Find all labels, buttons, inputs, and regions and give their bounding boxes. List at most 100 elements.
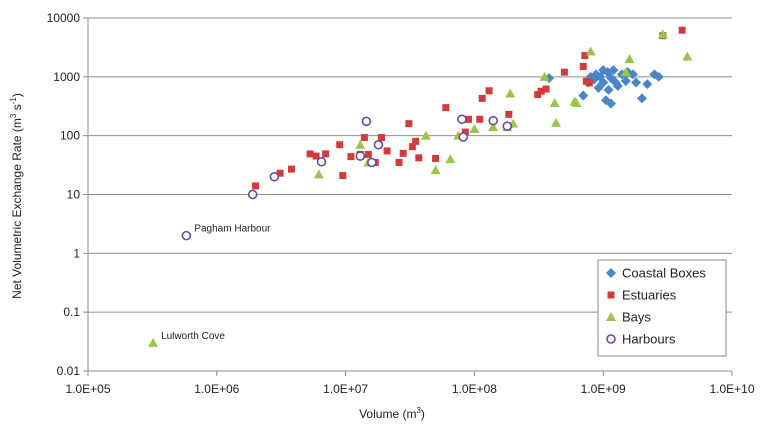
x-tick-label: 1.0E+06 [194,382,239,396]
x-tick-label: 1.0E+09 [581,382,626,396]
point-bays [488,122,499,132]
point-bays [682,51,693,61]
annotation-label: Lulworth Cove [161,331,225,342]
point-bays [469,123,480,133]
point-bays [445,154,456,164]
legend-label-coastal-boxes: Coastal Boxes [622,266,706,281]
legend-items: Coastal Boxes Estuaries Bays Harbours [606,266,706,347]
legend-label-estuaries: Estuaries [622,288,677,303]
annotation-label: Pagham Harbour [194,224,271,235]
point-bays [420,130,431,140]
point-estuaries [485,87,493,95]
point-estuaries [505,110,513,118]
point-coastal-boxes [653,71,664,82]
point-estuaries [322,150,330,158]
legend-label-bays: Bays [622,310,651,325]
point-bays [624,54,635,64]
point-estuaries [276,169,284,177]
point-estuaries [461,128,469,136]
y-tick-label: 10 [67,188,81,202]
x-tick-label: 1.0E+07 [323,382,368,396]
point-estuaries [383,147,391,155]
point-estuaries [478,94,486,102]
grid-lines [88,17,732,372]
legend-marker-estuaries [607,291,615,299]
point-estuaries [476,115,484,123]
point-coastal-boxes [608,65,619,76]
point-estuaries [442,104,450,112]
axes [83,17,733,376]
point-estuaries [581,52,589,60]
x-tick-label: 1.0E+05 [65,382,110,396]
point-estuaries [579,62,587,70]
point-estuaries [306,150,314,158]
x-tick-label: 1.0E+10 [709,382,754,396]
point-bays [571,97,582,107]
point-harbours [269,171,280,182]
point-coastal-boxes [631,77,642,88]
point-estuaries [405,120,413,128]
y-axis-label: Net Volumetric Exchange Rate (m3 s-1) [9,93,24,299]
point-estuaries [432,154,440,162]
point-estuaries [678,26,686,34]
point-harbours [373,139,384,150]
point-estuaries [336,141,344,149]
point-harbours [367,157,377,168]
point-estuaries [465,115,473,123]
point-estuaries [412,137,420,145]
point-bays [550,117,561,127]
point-coastal-boxes [598,77,609,88]
point-estuaries [408,143,416,151]
point-bays [585,46,596,56]
legend: Coastal Boxes Estuaries Bays Harbours [597,259,727,357]
point-estuaries [360,134,368,142]
annotations: Pagham Harbour Lulworth Cove [161,224,271,342]
point-coastal-boxes [620,75,631,86]
point-harbours [502,121,513,131]
point-bays [430,165,441,175]
point-harbours [361,116,372,127]
point-coastal-boxes [603,84,614,95]
point-coastal-boxes [627,69,638,80]
point-harbours [355,151,366,161]
point-harbours [457,114,467,125]
y-tick-label: 0.01 [57,364,81,378]
legend-label-harbours: Harbours [622,332,676,347]
point-coastal-boxes [642,79,653,90]
point-bays [657,29,668,39]
point-bays [148,337,159,347]
point-bays [313,169,324,179]
point-coastal-boxes [612,80,623,91]
point-coastal-boxes [606,98,617,109]
point-bays [539,71,550,81]
point-harbours [316,156,327,167]
point-estuaries [585,79,593,87]
point-coastal-boxes [578,90,589,101]
point-estuaries [339,172,347,180]
point-bays [355,139,366,149]
point-estuaries [542,85,550,93]
y-tick-label: 100 [60,129,80,143]
point-estuaries [364,150,372,158]
point-estuaries [537,87,545,95]
legend-marker-bays [606,312,616,321]
x-axis-label: Volume (m3) [359,406,425,421]
point-estuaries [378,134,386,142]
point-estuaries [252,182,260,190]
y-tick-label: 1000 [53,70,80,84]
legend-box [597,259,727,357]
point-bays [549,97,560,107]
data-points [148,26,693,347]
point-estuaries [560,68,568,76]
point-estuaries [395,158,403,166]
point-bays [620,67,631,77]
legend-marker-coastal-boxes [606,268,616,278]
point-coastal-boxes [636,93,647,104]
point-harbours [247,189,258,200]
point-harbours [458,132,469,142]
legend-marker-harbours [606,334,616,344]
point-estuaries [399,149,407,157]
y-tick-label: 10000 [47,11,81,25]
point-harbours [488,115,499,126]
